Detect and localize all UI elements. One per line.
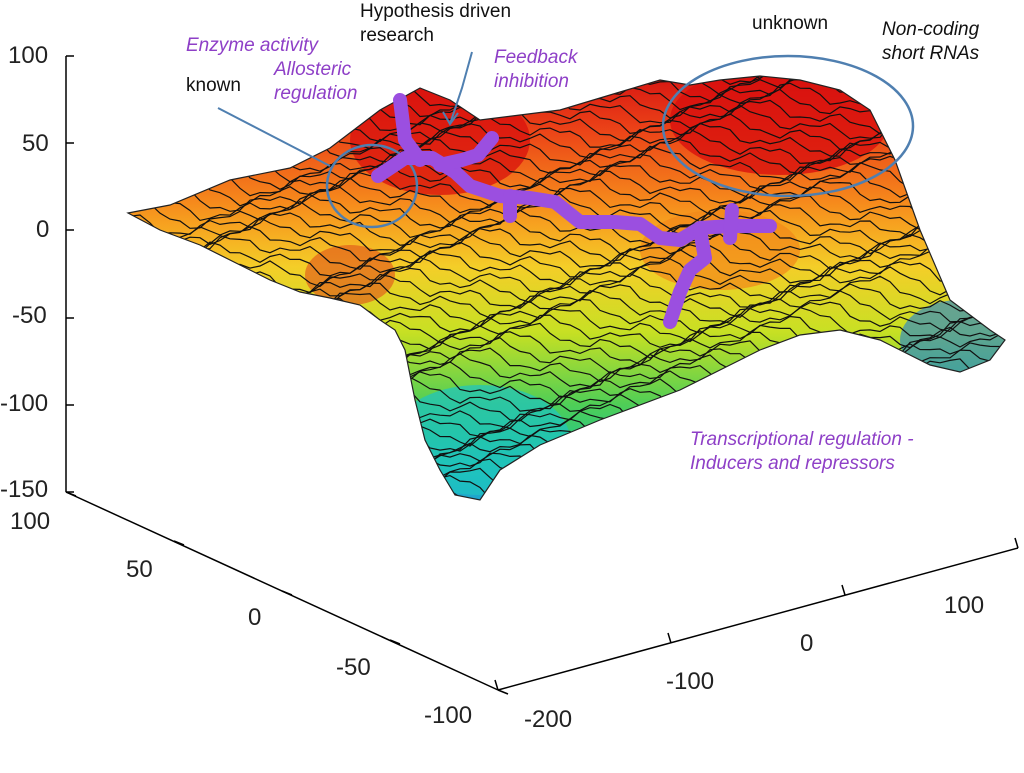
y-tick-mark-4	[497, 689, 509, 695]
known-label: known	[186, 75, 241, 96]
x-tick-100: 100	[944, 592, 985, 619]
valley-bottom	[390, 385, 570, 495]
allosteric-circle	[325, 143, 419, 229]
x-tick-mark-3	[1014, 537, 1019, 549]
feedback-line-2: inhibition	[494, 70, 569, 92]
y-tick-minus100: -100	[424, 702, 473, 729]
contour-line	[128, 153, 1005, 190]
y-axis-ticks	[65, 491, 509, 695]
y-tick-0: 0	[248, 604, 262, 631]
unknown-label: unknown	[752, 13, 829, 34]
y-tick-mark-0	[65, 491, 77, 497]
y-tick-50: 50	[126, 556, 153, 583]
z-tick-minus150: -150	[0, 476, 49, 503]
allosteric-line-2: regulation	[274, 82, 358, 104]
transcriptional-line-1: Transcriptional regulation -	[690, 429, 914, 450]
z-tick-minus50: -50	[12, 302, 47, 329]
transcriptional-label: Transcriptional regulation - Inducers an…	[690, 428, 914, 476]
pointer-lines	[217, 51, 473, 167]
contour-line	[128, 186, 1005, 224]
z-axis-ticks	[66, 55, 74, 493]
contour-line	[128, 241, 1005, 278]
x-tick-mark-1	[667, 632, 672, 644]
contour-line	[128, 256, 1005, 294]
contour-line	[128, 162, 1005, 200]
x-axis-ticks	[494, 537, 1019, 691]
noncoding-label: Non-coding short RNAs	[882, 18, 979, 66]
y-tick-mark-3	[389, 639, 401, 645]
hypothesis-line-2: research	[360, 24, 434, 46]
hypothesis-label: Hypothesis driven research	[360, 0, 511, 48]
valley-right	[900, 300, 1005, 380]
contour-line	[128, 226, 1005, 262]
z-tick-0: 0	[36, 216, 50, 243]
allosteric-line-1: Allosteric	[274, 59, 352, 80]
contour-line	[128, 474, 1005, 500]
x-tick-mark-2	[841, 584, 846, 596]
x-tick-0: 0	[800, 630, 814, 657]
contour-line	[128, 480, 1005, 500]
research-path	[371, 93, 777, 329]
contour-line	[128, 209, 1005, 246]
z-tick-100: 100	[8, 42, 49, 69]
feedback-line-1: Feedback	[494, 47, 578, 68]
peak-right	[670, 76, 890, 175]
y-tick-minus50: -50	[336, 654, 371, 681]
hypothesis-arrowhead	[442, 111, 459, 126]
z-tick-minus100: -100	[0, 390, 49, 417]
hypothesis-pointer	[449, 51, 473, 125]
x-tick-minus100: -100	[666, 668, 715, 695]
noncoding-circle	[661, 54, 915, 198]
transcriptional-line-2: Inducers and repressors	[690, 452, 895, 474]
x-tick-mark-0	[494, 679, 499, 691]
x-tick-minus200: -200	[524, 706, 573, 733]
known-pointer	[217, 107, 331, 167]
y-tick-100: 100	[10, 508, 51, 535]
allosteric-label: Allosteric regulation	[274, 58, 357, 106]
hypothesis-line-1: Hypothesis driven	[360, 1, 512, 22]
y-tick-mark-1	[173, 540, 185, 546]
y-tick-mark-2	[281, 590, 293, 596]
noncoding-line-1: Non-coding	[882, 19, 980, 40]
feedback-label: Feedback inhibition	[494, 46, 577, 94]
noncoding-line-2: short RNAs	[882, 42, 980, 64]
contour-line	[128, 248, 1005, 288]
enzyme-activity-label: Enzyme activity	[186, 35, 318, 56]
z-tick-50: 50	[22, 130, 49, 157]
